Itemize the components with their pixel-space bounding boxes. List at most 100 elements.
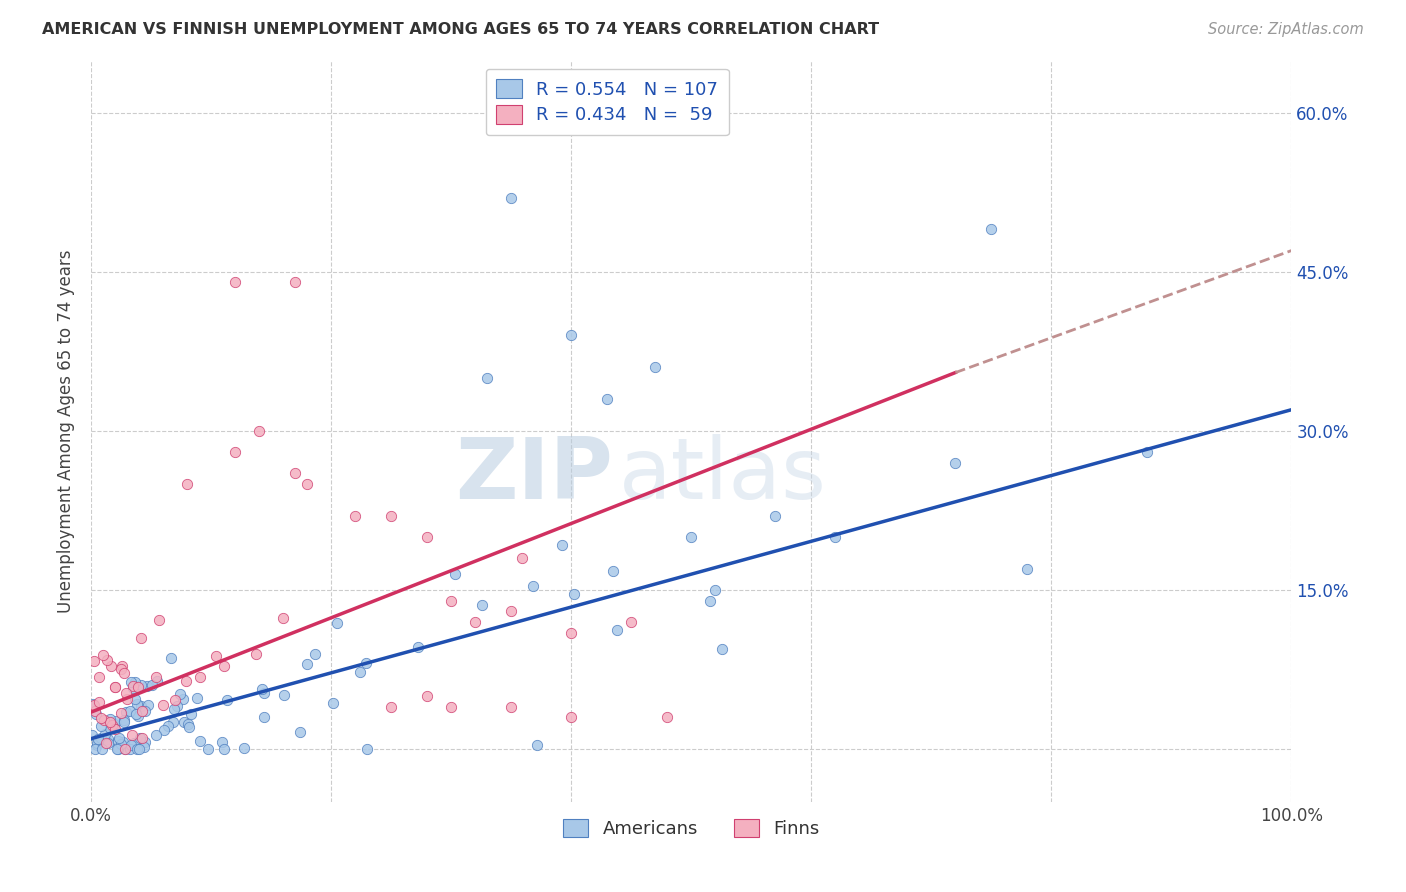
Point <box>118 742 141 756</box>
Y-axis label: Unemployment Among Ages 65 to 74 years: Unemployment Among Ages 65 to 74 years <box>58 249 75 613</box>
Point <box>91 648 114 662</box>
Point <box>188 734 211 748</box>
Point <box>127 709 149 723</box>
Point <box>284 467 307 481</box>
Point <box>121 681 143 695</box>
Point <box>215 693 238 707</box>
Point <box>105 742 128 756</box>
Point <box>129 698 152 713</box>
Point <box>322 696 344 710</box>
Point <box>354 656 377 670</box>
Point <box>94 727 117 741</box>
Point <box>87 670 110 684</box>
Point <box>443 566 465 581</box>
Point <box>152 723 174 737</box>
Point <box>114 714 136 729</box>
Point <box>110 706 132 721</box>
Point <box>180 706 202 721</box>
Point <box>86 736 108 750</box>
Point <box>107 734 129 748</box>
Point <box>166 699 188 714</box>
Point <box>159 650 181 665</box>
Point <box>471 599 494 613</box>
Point <box>380 508 402 523</box>
Point <box>82 728 104 742</box>
Point <box>943 456 966 470</box>
Point <box>145 670 167 684</box>
Point <box>440 593 463 607</box>
Point <box>90 711 112 725</box>
Point <box>125 706 148 721</box>
Point <box>103 721 125 735</box>
Point <box>253 710 276 724</box>
Point <box>349 665 371 679</box>
Point <box>224 445 246 459</box>
Point <box>560 710 582 724</box>
Point <box>174 674 197 689</box>
Point <box>326 615 349 630</box>
Point <box>90 742 112 756</box>
Point <box>141 677 163 691</box>
Point <box>177 720 200 734</box>
Point <box>501 190 523 204</box>
Point <box>135 679 157 693</box>
Point <box>163 692 186 706</box>
Point <box>82 697 104 711</box>
Point <box>526 738 548 752</box>
Point <box>284 276 307 290</box>
Point <box>356 742 378 756</box>
Point <box>620 615 643 629</box>
Point <box>711 641 734 656</box>
Point <box>138 698 160 713</box>
Point <box>104 680 127 694</box>
Point <box>83 698 105 712</box>
Point <box>304 647 326 661</box>
Point <box>440 699 463 714</box>
Point <box>104 680 127 694</box>
Point <box>512 551 534 566</box>
Point <box>110 737 132 751</box>
Point <box>111 658 134 673</box>
Point <box>103 716 125 731</box>
Point <box>96 653 118 667</box>
Point <box>104 714 127 728</box>
Point <box>273 689 295 703</box>
Point <box>824 530 846 544</box>
Point <box>114 705 136 719</box>
Point <box>186 690 208 705</box>
Point <box>169 687 191 701</box>
Point <box>295 477 318 491</box>
Point <box>1136 445 1159 459</box>
Point <box>125 697 148 711</box>
Point <box>416 530 439 544</box>
Point <box>173 714 195 729</box>
Point <box>344 508 367 523</box>
Point <box>162 714 184 729</box>
Point <box>100 721 122 735</box>
Point <box>134 735 156 749</box>
Point <box>87 695 110 709</box>
Point <box>120 739 142 753</box>
Point <box>657 710 679 724</box>
Point <box>145 728 167 742</box>
Point <box>127 681 149 695</box>
Point <box>380 699 402 714</box>
Point <box>131 731 153 745</box>
Point <box>87 731 110 746</box>
Point <box>1017 562 1039 576</box>
Point <box>551 538 574 552</box>
Point <box>98 715 121 730</box>
Point <box>295 657 318 671</box>
Point <box>115 691 138 706</box>
Point <box>93 713 115 727</box>
Point <box>224 276 246 290</box>
Point <box>212 659 235 673</box>
Point <box>129 631 152 645</box>
Point <box>560 328 582 343</box>
Point <box>112 713 135 727</box>
Point <box>83 654 105 668</box>
Point <box>245 647 267 661</box>
Point <box>596 392 619 406</box>
Point <box>152 698 174 713</box>
Point <box>157 719 180 733</box>
